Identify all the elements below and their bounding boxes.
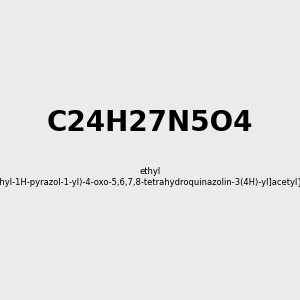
Text: ethyl 4-({[2-(3,5-dimethyl-1H-pyrazol-1-yl)-4-oxo-5,6,7,8-tetrahydroquinazolin-3: ethyl 4-({[2-(3,5-dimethyl-1H-pyrazol-1-… <box>0 167 300 187</box>
Text: C24H27N5O4: C24H27N5O4 <box>47 109 253 137</box>
